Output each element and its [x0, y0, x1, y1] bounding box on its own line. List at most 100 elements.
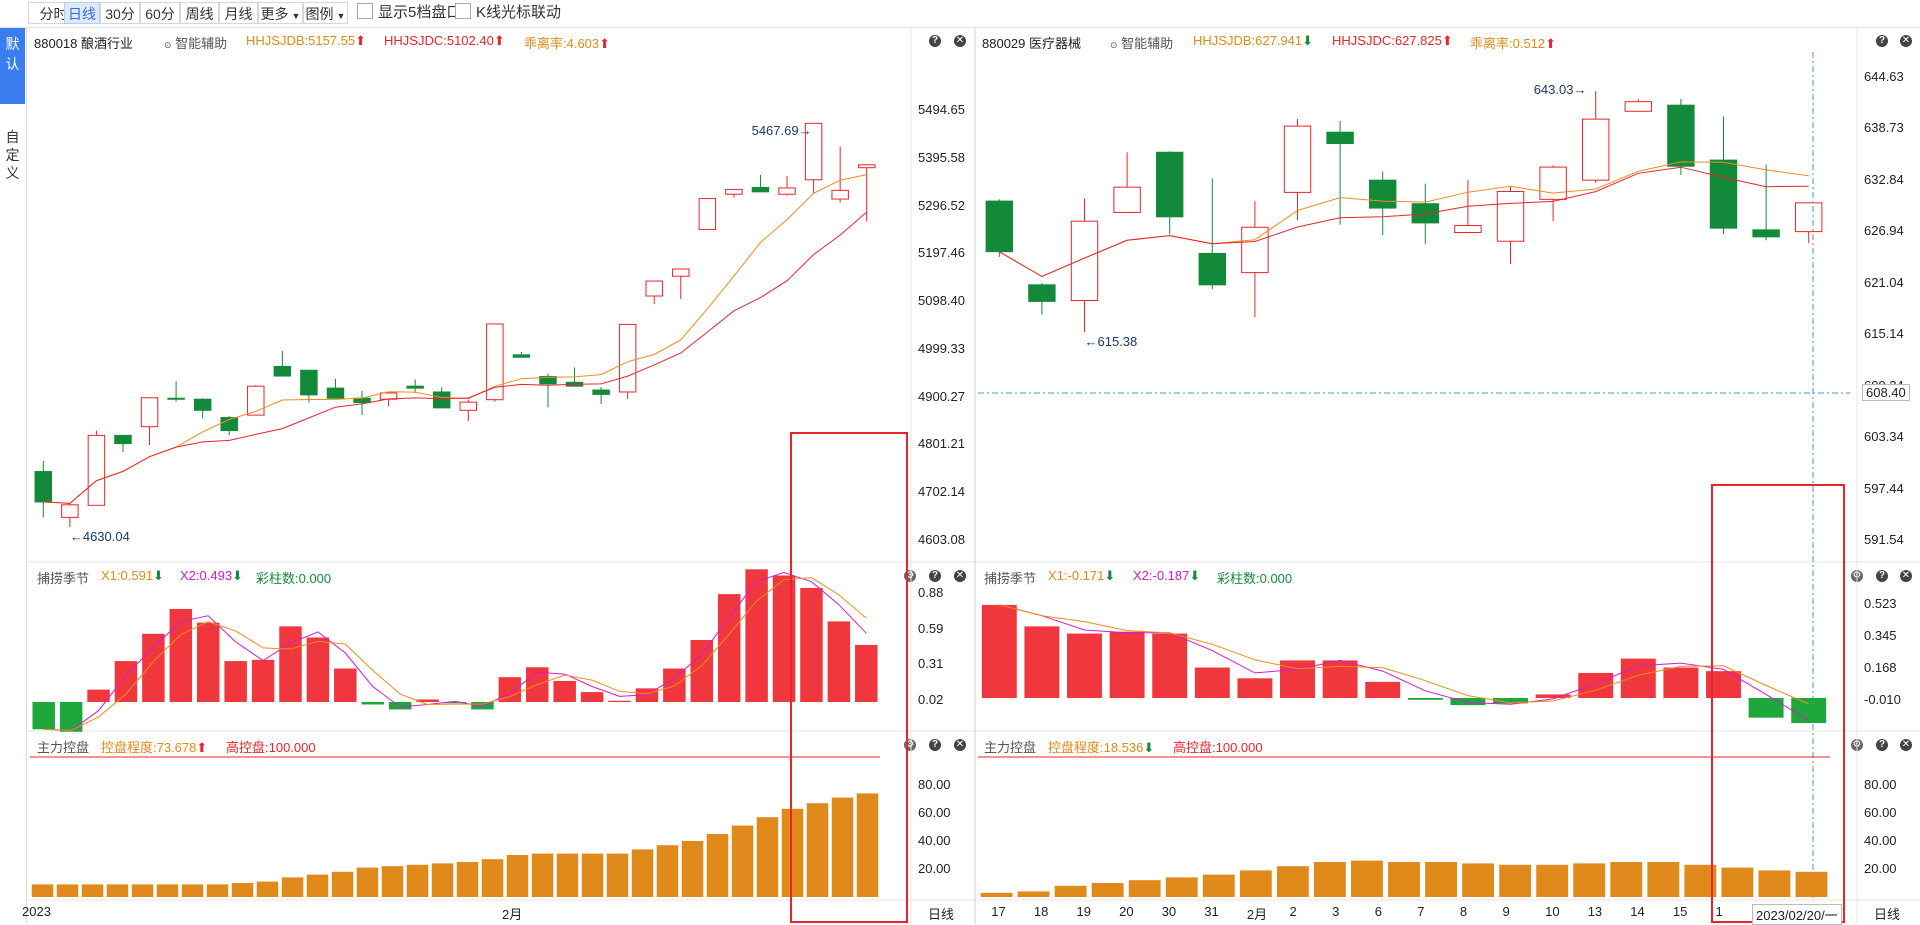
candle-body — [645, 280, 663, 297]
daily-button[interactable]: 日线 — [64, 2, 100, 24]
right-smart-assist[interactable]: ⊙ 智能辅助 — [1110, 36, 1174, 51]
left-price-tick: 4603.08 — [918, 532, 965, 547]
season-bar — [1791, 698, 1827, 724]
candle-body — [831, 189, 849, 200]
right-candles — [985, 91, 1823, 332]
right-ctrl-high: 高控盘:100.000 — [1173, 740, 1263, 755]
left-period-label: 日线 — [928, 907, 955, 922]
60min-button[interactable]: 60分 — [140, 2, 180, 24]
left-price-tick: 4900.27 — [918, 388, 965, 404]
candle-body — [751, 186, 770, 193]
gear-icon[interactable]: ⚙ — [1851, 570, 1863, 582]
left-smart-assist[interactable]: ⊙ 智能辅助 — [164, 36, 228, 51]
right-date-tick: 6 — [1374, 904, 1382, 919]
season-bar — [32, 702, 55, 730]
candle-body — [1368, 179, 1397, 209]
right-deviation: 乖离率:0.512⬆ — [1470, 36, 1557, 51]
control-bar — [980, 892, 1013, 897]
control-bar — [306, 874, 329, 897]
control-bar — [1721, 867, 1754, 897]
left-control-bars — [30, 756, 880, 897]
left-max-price-label: 5467.69→ — [751, 123, 812, 139]
close-icon[interactable]: ✕ — [1900, 35, 1912, 47]
season-bar — [388, 702, 412, 710]
control-bar — [431, 863, 454, 897]
candle-body — [565, 381, 584, 387]
control-bar — [181, 884, 204, 897]
season-bar — [1280, 660, 1315, 698]
season-bar — [690, 640, 714, 702]
control-bar — [256, 881, 279, 897]
right-max-price-label: 643.03→ — [1533, 82, 1587, 98]
help-icon[interactable]: ? — [1876, 35, 1888, 47]
season-bar — [827, 621, 851, 702]
close-icon[interactable]: ✕ — [954, 739, 966, 751]
control-bar — [156, 884, 179, 897]
candle-body — [34, 471, 53, 503]
monthly-button[interactable]: 月线 — [219, 2, 258, 24]
season-bar — [361, 702, 384, 705]
right-date-tick: 7 — [1417, 904, 1425, 919]
right-date-tick: 17 — [991, 904, 1006, 919]
sidebar-tab-custom[interactable]: 自定义 — [5, 129, 20, 181]
season-bar — [59, 702, 83, 732]
candle-body — [247, 385, 265, 416]
control-bar — [1573, 863, 1606, 897]
close-icon[interactable]: ✕ — [1900, 570, 1912, 582]
gear-icon[interactable]: ⚙ — [1851, 739, 1863, 751]
close-icon[interactable]: ✕ — [954, 570, 966, 582]
more-dropdown[interactable]: 更多 ▼ — [258, 2, 303, 24]
candle-body — [353, 397, 371, 404]
ma-fast-line — [43, 174, 867, 504]
sidebar-tab-default[interactable]: 默认 — [0, 28, 25, 104]
help-icon[interactable]: ? — [1876, 570, 1888, 582]
show-5-levels-checkbox[interactable]: 显示5档盘口 — [357, 2, 461, 24]
control-bar — [1462, 863, 1495, 897]
help-icon[interactable]: ? — [929, 35, 941, 47]
legend-dropdown[interactable]: 图例 ▼ — [303, 2, 348, 24]
left-season-tick: 0.02 — [918, 691, 944, 707]
candle-body — [1028, 284, 1056, 302]
season-bar — [1109, 631, 1145, 698]
season-bar — [279, 626, 302, 702]
right-season-tick: 0.523 — [1864, 596, 1897, 612]
control-bar — [731, 825, 754, 897]
gear-icon[interactable]: ⚙ — [904, 570, 916, 582]
candle-body — [193, 398, 212, 411]
left-ctrl-tick: 60.00 — [918, 805, 951, 820]
help-icon[interactable]: ? — [929, 739, 941, 751]
checkbox-icon — [357, 3, 373, 19]
30min-button[interactable]: 30分 — [100, 2, 140, 24]
weekly-button[interactable]: 周线 — [180, 2, 219, 24]
help-icon[interactable]: ? — [1876, 739, 1888, 751]
season-bar — [580, 692, 604, 702]
left-price-tick: 5296.52 — [918, 197, 965, 213]
right-ctrl-title: 主力控盘 — [984, 740, 1037, 755]
control-bar — [1276, 866, 1309, 897]
right-min-price-label: ←615.38 — [1084, 333, 1138, 349]
left-ctrl-tick: 40.00 — [918, 833, 951, 848]
close-icon[interactable]: ✕ — [954, 35, 966, 47]
help-icon[interactable]: ? — [929, 570, 941, 582]
kline-cursor-link-checkbox[interactable]: K线光标联动 — [455, 2, 561, 24]
right-color-bars: 彩柱数:0.000 — [1217, 571, 1293, 586]
control-bar — [1165, 877, 1198, 897]
arrow-down-icon: ⬇ — [1302, 33, 1314, 48]
left-candles — [34, 122, 876, 528]
candle-body — [1539, 166, 1567, 200]
season-bar — [1535, 694, 1571, 698]
season-bar — [224, 661, 247, 702]
season-bar — [745, 569, 768, 702]
season-bar — [416, 699, 439, 702]
left-price-tick: 4801.21 — [918, 436, 965, 452]
control-bar — [1017, 891, 1050, 897]
control-bar — [31, 884, 54, 897]
season-bar — [772, 575, 796, 702]
gear-icon[interactable]: ⚙ — [904, 739, 916, 751]
candle-body — [486, 323, 504, 401]
dropdown-icon: ⊙ — [1110, 40, 1118, 50]
arrow-down-icon: ⬇ — [1104, 568, 1116, 583]
close-icon[interactable]: ✕ — [1900, 739, 1912, 751]
control-bar — [356, 867, 379, 897]
